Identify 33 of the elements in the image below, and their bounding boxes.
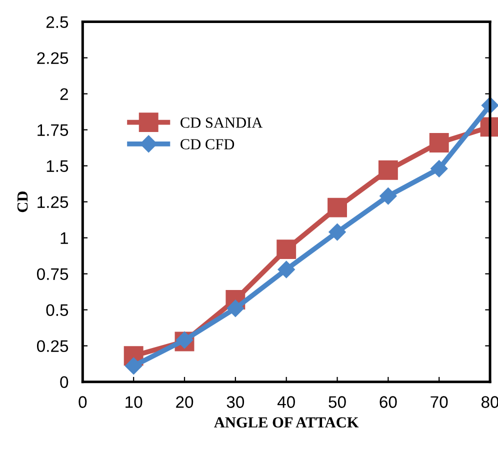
x-tick-label: 30 [226,396,244,408]
y-tick-label: 1.25 [38,196,68,208]
legend-label: CD CFD [180,139,234,150]
x-tick-label: 20 [176,396,194,408]
x-tick-label: 50 [328,396,346,408]
point [429,133,449,152]
point [276,240,296,260]
point [125,357,142,375]
point [328,198,347,218]
x-axis-title: ANGLE OF ATTACK [214,417,359,428]
y-tick-label: 0.5 [46,304,68,316]
y-axis-title: CD [17,192,28,212]
x-tick-label: 40 [277,396,295,408]
y-tick-label: 1.75 [38,124,68,136]
y-tick-label: 2.25 [37,52,68,64]
point [378,160,398,180]
legend-label: CD SANDIA [180,118,263,128]
y-tick-label: 1.5 [46,160,68,172]
y-tick-label: 2.5 [46,16,68,28]
point [430,160,448,178]
point [380,187,397,205]
point [226,300,244,317]
y-tick-label: 0.75 [36,268,68,280]
x-tick-label: 0 [78,396,87,408]
point [328,223,346,241]
x-tick-label: 60 [380,396,397,408]
y-tick-label: 0 [60,376,68,388]
y-tick-label: 2 [60,88,68,100]
y-tick-label: 1 [60,232,68,244]
point [278,260,295,278]
y-tick-label: 0.25 [36,340,68,352]
x-tick-label: 70 [430,396,448,408]
x-tick-label: 10 [126,396,142,408]
